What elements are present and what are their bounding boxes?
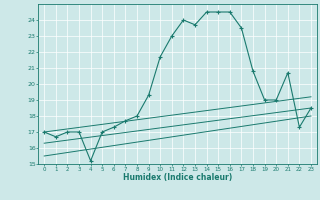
X-axis label: Humidex (Indice chaleur): Humidex (Indice chaleur): [123, 173, 232, 182]
